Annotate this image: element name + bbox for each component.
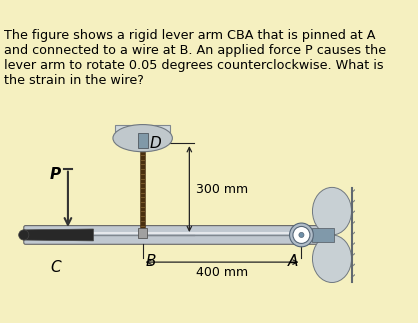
Text: The figure shows a rigid lever arm CBA that is pinned at A
and connected to a wi: The figure shows a rigid lever arm CBA t… (4, 29, 386, 87)
Text: B: B (146, 254, 157, 269)
Bar (138, 133, 148, 148)
Bar (312, 228, 334, 242)
Circle shape (290, 223, 314, 247)
Text: 300 mm: 300 mm (196, 182, 248, 196)
Bar (115, 125, 170, 133)
Text: P: P (50, 167, 61, 182)
Text: C: C (50, 260, 61, 276)
Text: D: D (150, 136, 161, 151)
Ellipse shape (113, 125, 172, 152)
FancyBboxPatch shape (24, 225, 333, 244)
Ellipse shape (313, 187, 352, 235)
Text: 400 mm: 400 mm (196, 266, 248, 278)
Bar (138, 228, 147, 238)
Circle shape (299, 233, 304, 237)
Circle shape (293, 226, 310, 244)
Circle shape (19, 230, 29, 240)
Text: A: A (288, 254, 298, 269)
Ellipse shape (313, 235, 352, 283)
Polygon shape (24, 229, 93, 241)
